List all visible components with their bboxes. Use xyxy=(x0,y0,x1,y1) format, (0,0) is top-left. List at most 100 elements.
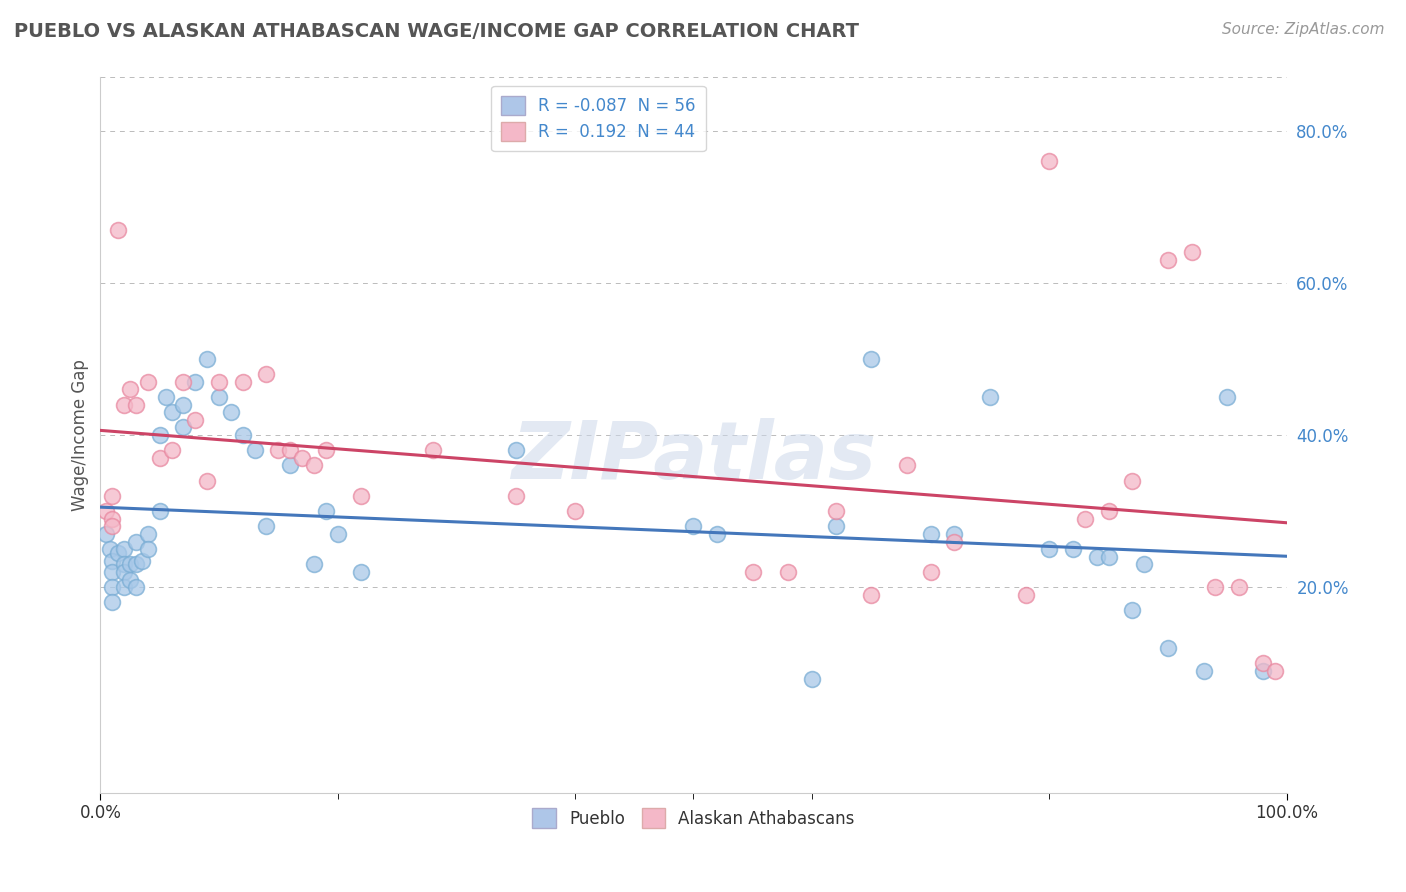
Point xyxy=(824,519,846,533)
Point xyxy=(682,519,704,533)
Point xyxy=(1038,542,1060,557)
Point xyxy=(505,489,527,503)
Point xyxy=(291,450,314,465)
Point xyxy=(302,458,325,473)
Point xyxy=(1121,474,1143,488)
Point xyxy=(219,405,242,419)
Point xyxy=(896,458,918,473)
Point xyxy=(118,383,141,397)
Point xyxy=(326,527,349,541)
Point xyxy=(243,443,266,458)
Point xyxy=(101,565,124,579)
Point xyxy=(172,398,194,412)
Point xyxy=(195,474,218,488)
Point xyxy=(1014,588,1036,602)
Point xyxy=(1038,154,1060,169)
Point xyxy=(195,351,218,366)
Point xyxy=(232,375,254,389)
Point xyxy=(125,534,148,549)
Point xyxy=(860,351,883,366)
Point xyxy=(184,375,207,389)
Point xyxy=(1157,641,1180,656)
Point xyxy=(112,398,135,412)
Point xyxy=(422,443,444,458)
Point xyxy=(350,489,373,503)
Point xyxy=(1192,664,1215,678)
Point xyxy=(920,565,942,579)
Point xyxy=(160,405,183,419)
Point xyxy=(1251,657,1274,671)
Point xyxy=(136,527,159,541)
Point xyxy=(254,519,277,533)
Point xyxy=(920,527,942,541)
Point xyxy=(267,443,290,458)
Text: ZIPatlas: ZIPatlas xyxy=(510,417,876,495)
Point xyxy=(706,527,728,541)
Point xyxy=(107,546,129,560)
Point xyxy=(101,512,124,526)
Point xyxy=(979,390,1001,404)
Point xyxy=(118,558,141,572)
Point xyxy=(136,375,159,389)
Point xyxy=(125,558,148,572)
Point xyxy=(125,398,148,412)
Point xyxy=(1227,580,1250,594)
Point xyxy=(208,390,231,404)
Point xyxy=(824,504,846,518)
Point xyxy=(1157,253,1180,268)
Point xyxy=(149,450,172,465)
Point xyxy=(302,558,325,572)
Point xyxy=(1098,504,1121,518)
Point xyxy=(184,413,207,427)
Point xyxy=(112,542,135,557)
Point xyxy=(125,580,148,594)
Point xyxy=(1216,390,1239,404)
Point xyxy=(505,443,527,458)
Point xyxy=(1133,558,1156,572)
Point xyxy=(278,443,301,458)
Legend: Pueblo, Alaskan Athabascans: Pueblo, Alaskan Athabascans xyxy=(526,802,862,834)
Point xyxy=(172,420,194,434)
Point xyxy=(1085,549,1108,564)
Point xyxy=(101,595,124,609)
Point xyxy=(208,375,231,389)
Point xyxy=(107,222,129,236)
Point xyxy=(564,504,586,518)
Point xyxy=(1121,603,1143,617)
Point xyxy=(1264,664,1286,678)
Point xyxy=(232,428,254,442)
Point xyxy=(112,558,135,572)
Point xyxy=(1098,549,1121,564)
Point xyxy=(1074,512,1097,526)
Point xyxy=(98,542,121,557)
Point xyxy=(860,588,883,602)
Text: Source: ZipAtlas.com: Source: ZipAtlas.com xyxy=(1222,22,1385,37)
Point xyxy=(315,443,337,458)
Point xyxy=(101,489,124,503)
Point xyxy=(136,542,159,557)
Point xyxy=(801,672,824,686)
Point xyxy=(1251,664,1274,678)
Point xyxy=(149,504,172,518)
Point xyxy=(741,565,763,579)
Point xyxy=(131,553,153,567)
Point xyxy=(315,504,337,518)
Text: PUEBLO VS ALASKAN ATHABASCAN WAGE/INCOME GAP CORRELATION CHART: PUEBLO VS ALASKAN ATHABASCAN WAGE/INCOME… xyxy=(14,22,859,41)
Point xyxy=(943,534,966,549)
Point xyxy=(118,573,141,587)
Point xyxy=(278,458,301,473)
Point xyxy=(1204,580,1226,594)
Point xyxy=(112,565,135,579)
Point xyxy=(160,443,183,458)
Point xyxy=(101,553,124,567)
Y-axis label: Wage/Income Gap: Wage/Income Gap xyxy=(72,359,89,511)
Point xyxy=(1181,245,1204,260)
Point xyxy=(101,580,124,594)
Point xyxy=(350,565,373,579)
Point xyxy=(172,375,194,389)
Point xyxy=(101,519,124,533)
Point xyxy=(1062,542,1084,557)
Point xyxy=(112,580,135,594)
Point xyxy=(943,527,966,541)
Point xyxy=(96,504,118,518)
